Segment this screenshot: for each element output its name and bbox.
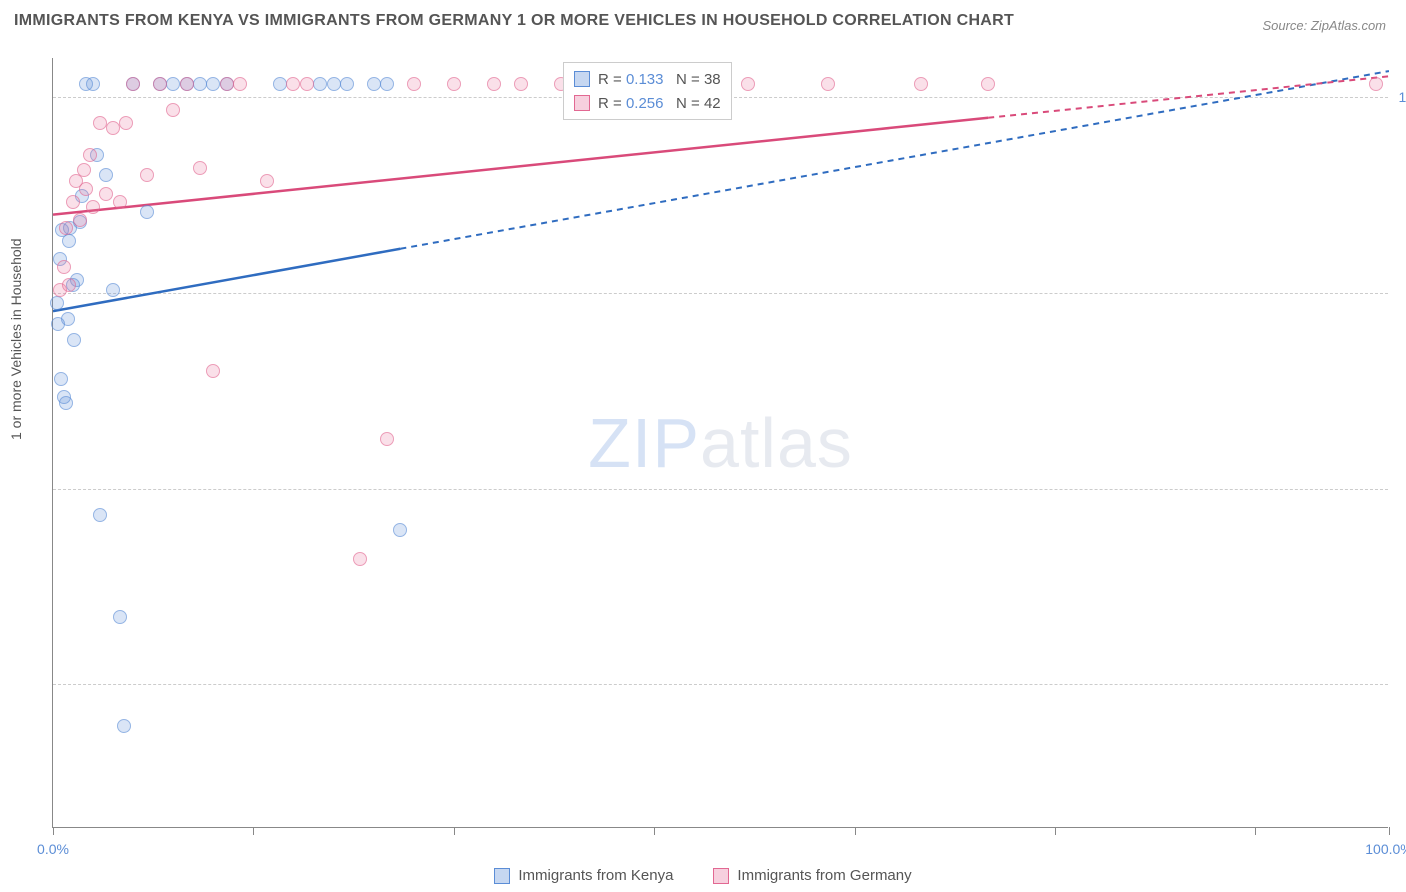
x-tick	[454, 827, 455, 835]
scatter-point	[821, 77, 835, 91]
scatter-point	[380, 77, 394, 91]
swatch-icon	[574, 71, 590, 87]
stats-text: R = 0.133 N = 38	[598, 71, 721, 88]
scatter-point	[83, 148, 97, 162]
x-tick	[53, 827, 54, 835]
scatter-point	[220, 77, 234, 91]
scatter-point	[67, 333, 81, 347]
scatter-point	[981, 77, 995, 91]
scatter-point	[514, 77, 528, 91]
scatter-point	[206, 77, 220, 91]
scatter-point	[77, 163, 91, 177]
scatter-point	[273, 77, 287, 91]
scatter-point	[113, 195, 127, 209]
x-tick-label: 100.0%	[1365, 841, 1406, 857]
scatter-point	[153, 77, 167, 91]
scatter-point	[50, 296, 64, 310]
x-tick	[1055, 827, 1056, 835]
swatch-icon	[574, 95, 590, 111]
stats-box: R = 0.133 N = 38 R = 0.256 N = 42	[563, 62, 732, 120]
watermark: ZIPatlas	[588, 403, 853, 483]
scatter-point	[353, 552, 367, 566]
legend: Immigrants from Kenya Immigrants from Ge…	[0, 867, 1406, 884]
y-tick-label: 100.0%	[1399, 89, 1406, 105]
chart-title: IMMIGRANTS FROM KENYA VS IMMIGRANTS FROM…	[14, 12, 1014, 30]
scatter-point	[59, 221, 73, 235]
scatter-point	[106, 283, 120, 297]
scatter-point	[140, 168, 154, 182]
scatter-point	[99, 187, 113, 201]
scatter-point	[66, 195, 80, 209]
scatter-point	[487, 77, 501, 91]
scatter-point	[260, 174, 274, 188]
scatter-point	[86, 200, 100, 214]
swatch-icon	[494, 868, 510, 884]
scatter-point	[86, 77, 100, 91]
scatter-point	[106, 121, 120, 135]
scatter-point	[367, 77, 381, 91]
scatter-point	[119, 116, 133, 130]
scatter-point	[393, 523, 407, 537]
gridline	[53, 489, 1388, 490]
x-tick	[1389, 827, 1390, 835]
scatter-point	[193, 77, 207, 91]
scatter-point	[61, 312, 75, 326]
x-tick	[253, 827, 254, 835]
scatter-point	[1369, 77, 1383, 91]
scatter-point	[206, 364, 220, 378]
scatter-point	[140, 205, 154, 219]
scatter-point	[380, 432, 394, 446]
source-label: Source: ZipAtlas.com	[1262, 18, 1386, 33]
scatter-point	[99, 168, 113, 182]
scatter-point	[447, 77, 461, 91]
legend-item-kenya: Immigrants from Kenya	[494, 867, 673, 884]
stats-row: R = 0.133 N = 38	[574, 67, 721, 91]
legend-label: Immigrants from Kenya	[518, 867, 673, 884]
x-tick	[1255, 827, 1256, 835]
scatter-point	[327, 77, 341, 91]
scatter-point	[54, 372, 68, 386]
scatter-point	[62, 278, 76, 292]
gridline	[53, 684, 1388, 685]
scatter-point	[180, 77, 194, 91]
scatter-point	[166, 77, 180, 91]
scatter-point	[286, 77, 300, 91]
scatter-point	[93, 508, 107, 522]
scatter-point	[57, 260, 71, 274]
scatter-point	[193, 161, 207, 175]
legend-item-germany: Immigrants from Germany	[713, 867, 911, 884]
swatch-icon	[713, 868, 729, 884]
scatter-point	[741, 77, 755, 91]
scatter-point	[233, 77, 247, 91]
scatter-point	[914, 77, 928, 91]
scatter-point	[79, 182, 93, 196]
scatter-point	[166, 103, 180, 117]
stats-text: R = 0.256 N = 42	[598, 95, 721, 112]
trend-overlay	[53, 58, 1389, 828]
scatter-point	[93, 116, 107, 130]
scatter-point	[300, 77, 314, 91]
scatter-point	[340, 77, 354, 91]
scatter-point	[126, 77, 140, 91]
scatter-point	[59, 396, 73, 410]
legend-label: Immigrants from Germany	[737, 867, 911, 884]
x-tick	[855, 827, 856, 835]
scatter-point	[313, 77, 327, 91]
scatter-point	[407, 77, 421, 91]
x-tick	[654, 827, 655, 835]
y-axis-label: 1 or more Vehicles in Household	[8, 238, 24, 440]
scatter-point	[117, 719, 131, 733]
stats-row: R = 0.256 N = 42	[574, 91, 721, 115]
scatter-point	[73, 213, 87, 227]
scatter-point	[113, 610, 127, 624]
plot-area: ZIPatlas 77.5%85.0%92.5%100.0%0.0%100.0%…	[52, 58, 1388, 828]
gridline	[53, 293, 1388, 294]
x-tick-label: 0.0%	[37, 841, 69, 857]
